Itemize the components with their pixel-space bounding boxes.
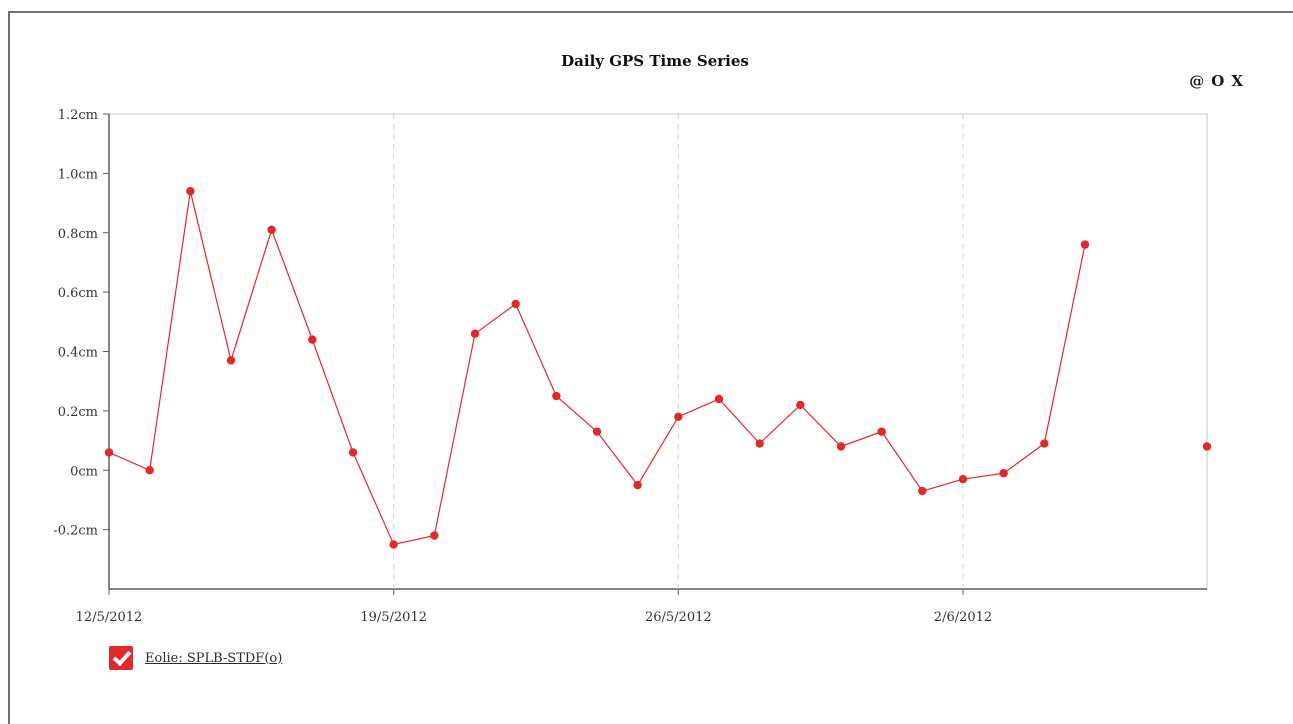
- legend: Eolie: SPLB-STDF(o): [109, 646, 282, 670]
- zoom-icon[interactable]: O: [1211, 72, 1225, 90]
- link-icon[interactable]: @: [1189, 72, 1205, 90]
- data-point-13: [633, 480, 642, 490]
- x-tick-label-2: 26/5/2012: [645, 610, 712, 625]
- data-point-16: [755, 439, 764, 448]
- data-point-4: [267, 225, 276, 234]
- data-point-0: [104, 448, 114, 457]
- y-tick-label-3: 0.4cm: [58, 346, 98, 361]
- data-point-20: [918, 486, 927, 496]
- data-point-17: [796, 400, 805, 410]
- data-point-3: [226, 356, 236, 365]
- y-tick-label-5: 0.8cm: [58, 227, 98, 242]
- data-point-14: [674, 412, 683, 422]
- y-tick-label-7: 1.2cm: [58, 108, 98, 123]
- y-tick-label-6: 1.0cm: [58, 167, 98, 182]
- data-point-12: [592, 427, 602, 436]
- data-point-24: [1080, 240, 1090, 249]
- y-tick-label-4: 0.6cm: [58, 286, 98, 301]
- data-point-11: [552, 391, 561, 401]
- data-point-15: [714, 394, 724, 404]
- legend-checkbox[interactable]: [109, 646, 133, 670]
- close-icon[interactable]: X: [1231, 72, 1243, 90]
- data-point-21: [958, 474, 968, 484]
- y-tick-label-2: 0.2cm: [58, 405, 98, 420]
- data-point-19: [877, 427, 886, 436]
- y-tick-label-0: -0.2cm: [53, 524, 98, 539]
- data-point-23: [1040, 439, 1049, 448]
- x-tick-label-0: 12/5/2012: [76, 610, 143, 625]
- data-point-8: [430, 531, 439, 540]
- data-point-1: [145, 466, 154, 475]
- y-tick-label-1: 0cm: [70, 464, 98, 479]
- x-tick-label-3: 2/6/2012: [934, 610, 992, 625]
- chart-title: Daily GPS Time Series: [561, 52, 749, 70]
- data-point-2: [186, 186, 195, 196]
- chart-controls: @ O X: [1189, 74, 1243, 89]
- data-point-18: [836, 442, 846, 451]
- data-point-10: [511, 299, 520, 309]
- data-point-7: [389, 540, 398, 549]
- data-point-22: [999, 469, 1008, 478]
- legend-entry-label[interactable]: Eolie: SPLB-STDF(o): [145, 650, 283, 666]
- data-point-27: [1202, 442, 1212, 451]
- data-point-9: [470, 329, 480, 338]
- data-point-6: [348, 448, 358, 457]
- data-point-5: [308, 335, 317, 344]
- plot-area: [108, 113, 1208, 590]
- x-tick-label-1: 19/5/2012: [360, 610, 427, 625]
